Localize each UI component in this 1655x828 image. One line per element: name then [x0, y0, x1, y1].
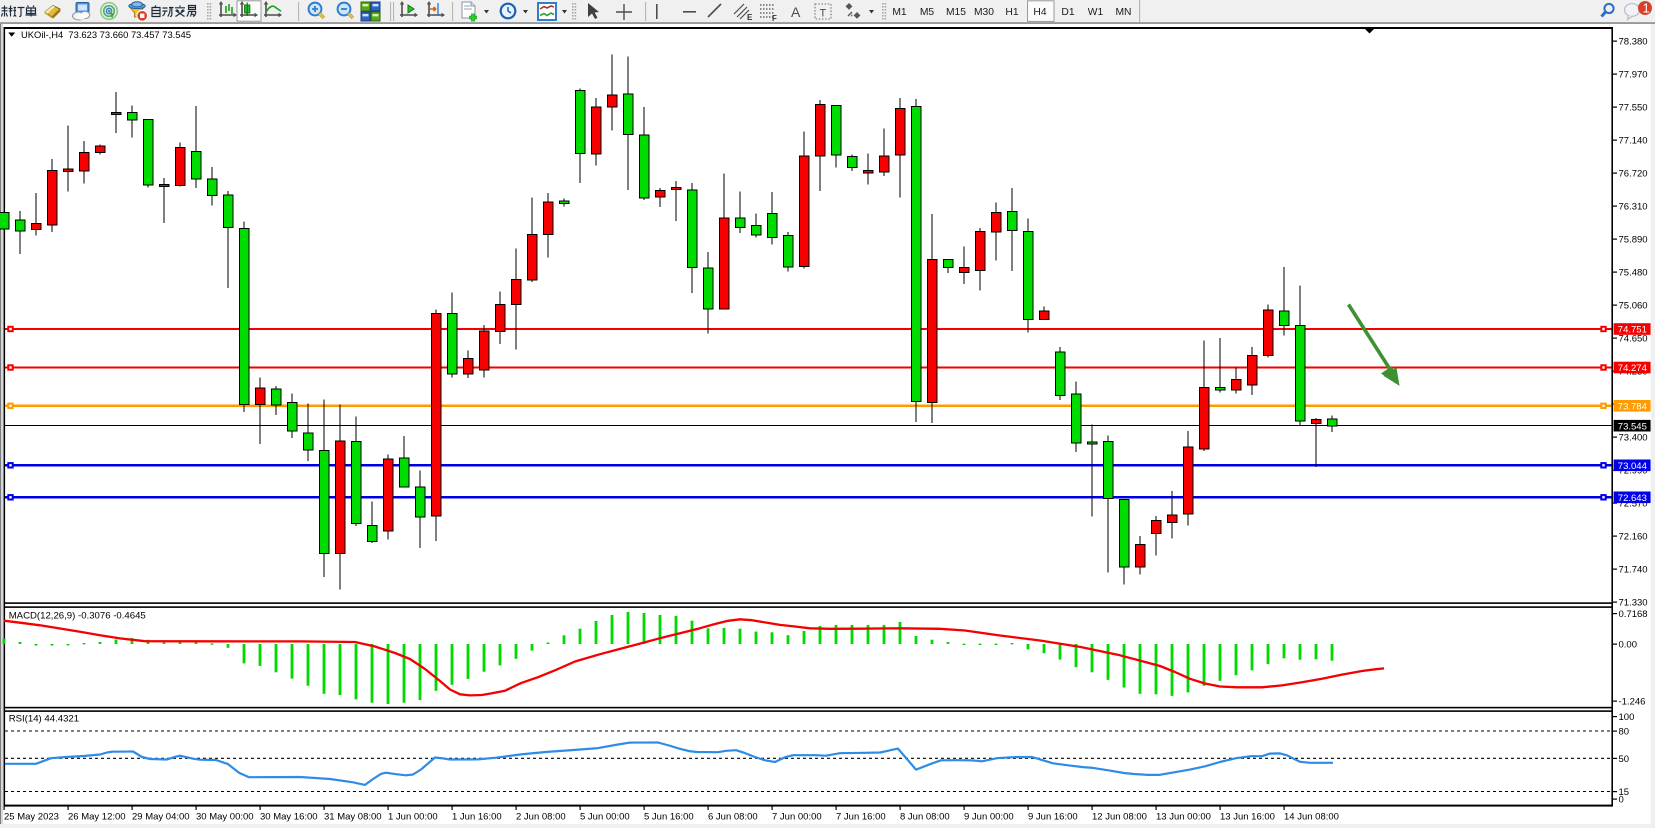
- svg-text:7 Jun 00:00: 7 Jun 00:00: [772, 812, 822, 823]
- svg-text:77.550: 77.550: [1619, 103, 1648, 114]
- svg-text:31 May 08:00: 31 May 08:00: [324, 812, 382, 823]
- svg-text:D1: D1: [1061, 7, 1074, 18]
- svg-text:A: A: [791, 4, 801, 20]
- svg-text:75.480: 75.480: [1619, 268, 1648, 279]
- svg-text:78.380: 78.380: [1619, 37, 1648, 48]
- svg-text:73.784: 73.784: [1618, 401, 1647, 412]
- svg-text:25 May 2023: 25 May 2023: [4, 812, 59, 823]
- svg-text:2 Jun 08:00: 2 Jun 08:00: [516, 812, 566, 823]
- svg-text:14 Jun 08:00: 14 Jun 08:00: [1284, 812, 1339, 823]
- svg-text:M5: M5: [920, 7, 935, 18]
- svg-text:73.400: 73.400: [1619, 433, 1648, 444]
- svg-text:M30: M30: [974, 7, 994, 18]
- svg-text:RSI(14) 44.4321: RSI(14) 44.4321: [9, 713, 79, 724]
- svg-text:72.570: 72.570: [1619, 499, 1648, 510]
- svg-text:8 Jun 08:00: 8 Jun 08:00: [900, 812, 950, 823]
- svg-text:5 Jun 16:00: 5 Jun 16:00: [644, 812, 694, 823]
- svg-text:13 Jun 16:00: 13 Jun 16:00: [1220, 812, 1275, 823]
- svg-text:9 Jun 00:00: 9 Jun 00:00: [964, 812, 1014, 823]
- svg-text:MACD(12,26,9) -0.3076 -0.4645: MACD(12,26,9) -0.3076 -0.4645: [9, 611, 146, 622]
- svg-text:T: T: [820, 8, 827, 20]
- svg-text:M1: M1: [892, 7, 907, 18]
- svg-text:71.740: 71.740: [1619, 565, 1648, 576]
- svg-text:1 Jun 16:00: 1 Jun 16:00: [452, 812, 502, 823]
- svg-text:74.751: 74.751: [1618, 325, 1647, 336]
- svg-text:5 Jun 00:00: 5 Jun 00:00: [580, 812, 630, 823]
- svg-text:72.643: 72.643: [1618, 493, 1647, 504]
- svg-text:6 Jun 08:00: 6 Jun 08:00: [708, 812, 758, 823]
- svg-text:MN: MN: [1115, 7, 1131, 18]
- svg-text:77.140: 77.140: [1619, 136, 1648, 147]
- svg-text:76.310: 76.310: [1619, 202, 1648, 213]
- svg-text:71.330: 71.330: [1619, 598, 1648, 609]
- svg-text:UKOil-,H4 73.623 73.660 73.45: UKOil-,H4 73.623 73.660 73.457 73.545: [21, 29, 191, 40]
- svg-text:30 May 00:00: 30 May 00:00: [196, 812, 254, 823]
- svg-text:26 May 12:00: 26 May 12:00: [68, 812, 126, 823]
- svg-text:75.890: 75.890: [1619, 235, 1648, 246]
- svg-text:0.7168: 0.7168: [1619, 609, 1648, 620]
- svg-text:0.00: 0.00: [1619, 640, 1638, 651]
- svg-text:H4: H4: [1033, 7, 1046, 18]
- svg-text:80: 80: [1619, 727, 1630, 738]
- svg-text:1 Jun 00:00: 1 Jun 00:00: [388, 812, 438, 823]
- svg-text:72.160: 72.160: [1619, 532, 1648, 543]
- svg-text:74.650: 74.650: [1619, 334, 1648, 345]
- svg-text:F: F: [772, 14, 777, 23]
- svg-text:73.545: 73.545: [1618, 421, 1647, 432]
- svg-text:74.274: 74.274: [1618, 363, 1647, 374]
- svg-text:100: 100: [1619, 712, 1635, 723]
- svg-text:1: 1: [1643, 1, 1650, 15]
- svg-text:W1: W1: [1088, 7, 1104, 18]
- svg-text:H1: H1: [1005, 7, 1018, 18]
- svg-text:9 Jun 16:00: 9 Jun 16:00: [1028, 812, 1078, 823]
- svg-text:76.720: 76.720: [1619, 169, 1648, 180]
- svg-text:0: 0: [1619, 795, 1624, 806]
- svg-text:7 Jun 16:00: 7 Jun 16:00: [836, 812, 886, 823]
- svg-text:30 May 16:00: 30 May 16:00: [260, 812, 318, 823]
- svg-text:-1.246: -1.246: [1619, 697, 1646, 708]
- svg-text:73.044: 73.044: [1618, 461, 1647, 472]
- svg-text:29 May 04:00: 29 May 04:00: [132, 812, 190, 823]
- svg-text:13 Jun 00:00: 13 Jun 00:00: [1156, 812, 1211, 823]
- svg-text:E: E: [747, 13, 753, 22]
- svg-text:M15: M15: [946, 7, 966, 18]
- svg-text:77.970: 77.970: [1619, 70, 1648, 81]
- svg-text:75.060: 75.060: [1619, 301, 1648, 312]
- svg-text:50: 50: [1619, 754, 1630, 765]
- svg-text:15: 15: [1619, 787, 1630, 798]
- svg-text:12 Jun 08:00: 12 Jun 08:00: [1092, 812, 1147, 823]
